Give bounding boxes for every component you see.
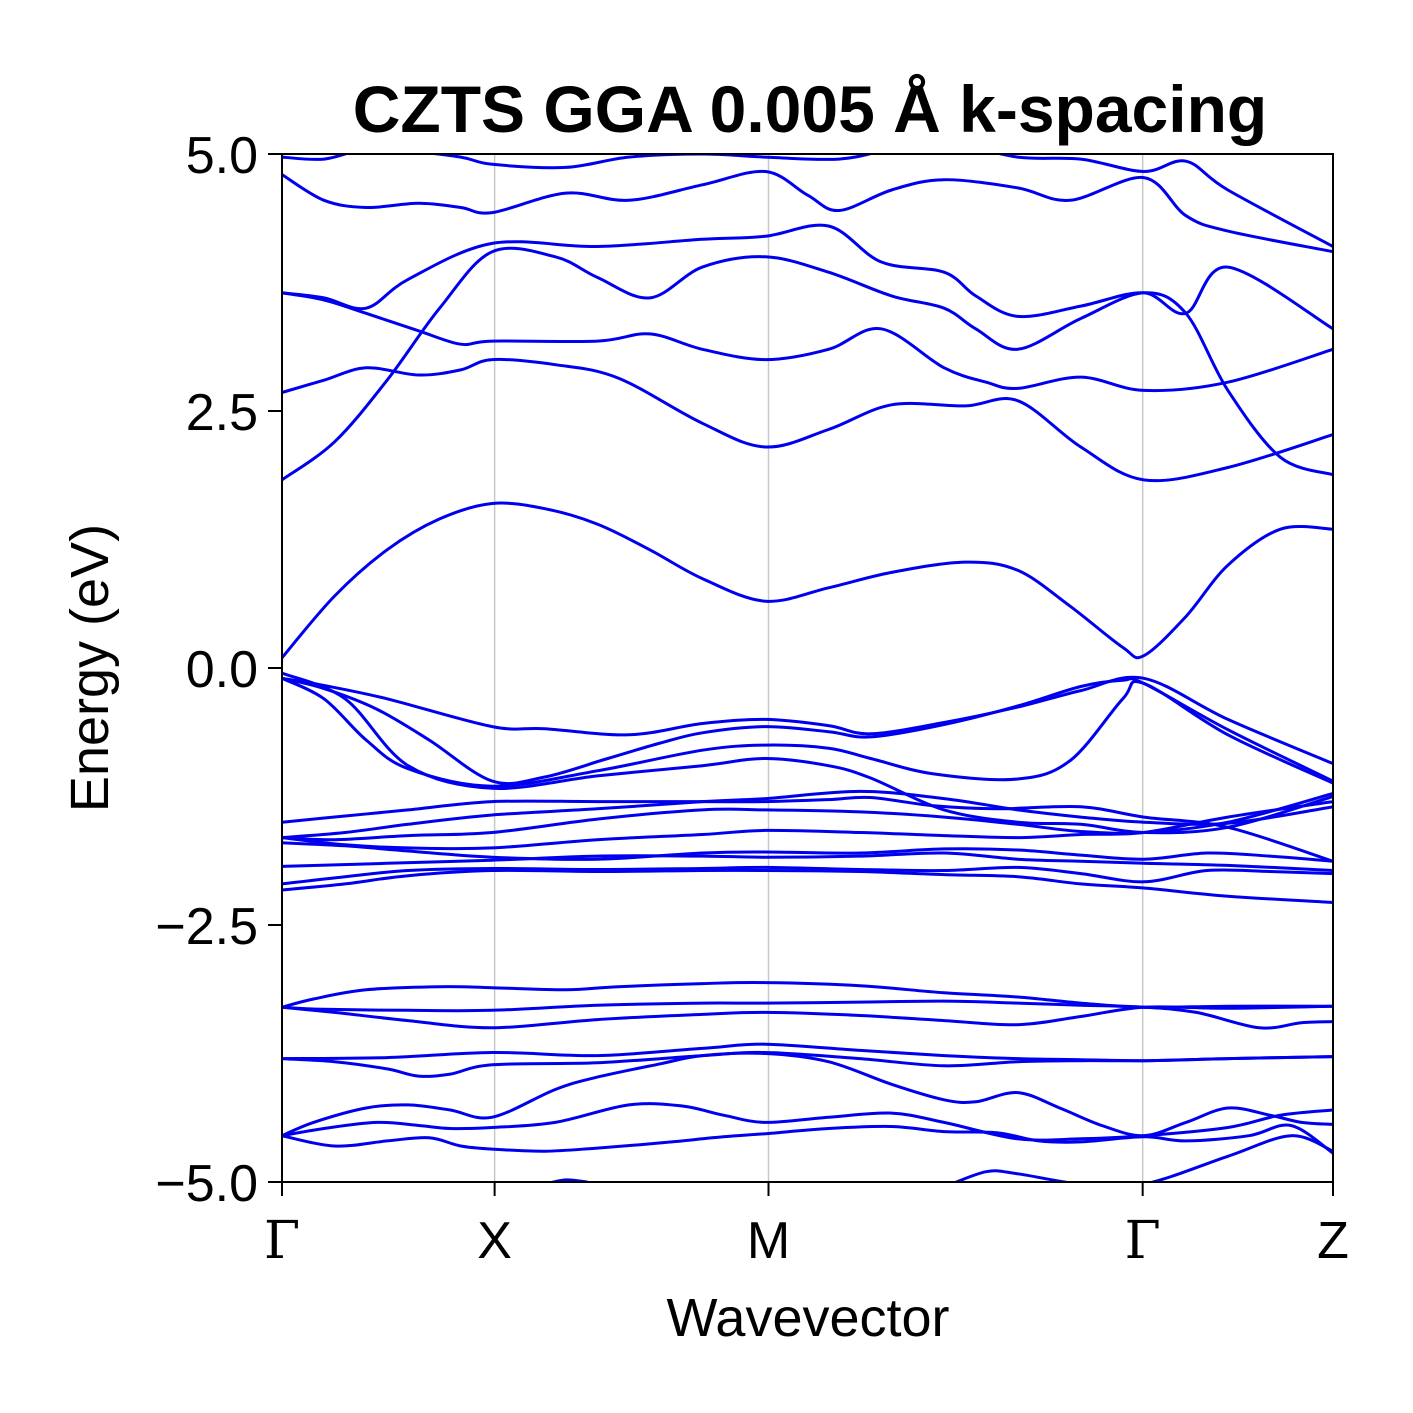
band-line-25 bbox=[282, 223, 1333, 331]
band-line-14 bbox=[282, 851, 1333, 872]
band-series bbox=[282, 154, 1333, 1182]
band-line-20 bbox=[282, 671, 1333, 835]
band-line-3 bbox=[282, 1004, 1333, 1030]
y-tick-label: 2.5 bbox=[186, 384, 258, 442]
band-line-16 bbox=[282, 868, 1333, 904]
band-line-15 bbox=[282, 865, 1333, 886]
band-line-26 bbox=[282, 169, 1333, 254]
y-tick-label: 5.0 bbox=[186, 127, 258, 185]
band-line-13 bbox=[282, 841, 1333, 863]
band-line-18 bbox=[282, 676, 1333, 786]
band-line-29 bbox=[952, 1134, 1333, 1182]
band-line-23 bbox=[282, 357, 1333, 483]
band-line-19 bbox=[282, 676, 1333, 788]
x-tick-label: Γ bbox=[1125, 1211, 1161, 1271]
band-line-24 bbox=[282, 291, 1333, 393]
y-tick-label: −2.5 bbox=[155, 898, 258, 956]
band-line-17 bbox=[282, 675, 1333, 766]
band-line-2 bbox=[282, 999, 1333, 1030]
band-line-12 bbox=[282, 795, 1333, 863]
x-tick-label: Γ bbox=[264, 1211, 300, 1271]
y-axis-label: Energy (eV) bbox=[60, 524, 120, 812]
band-line-8 bbox=[282, 1123, 1333, 1155]
kpoint-gridlines bbox=[493, 154, 1144, 1182]
band-line-6 bbox=[282, 1051, 1333, 1138]
chart-title: CZTS GGA 0.005 Å k-spacing bbox=[353, 72, 1267, 146]
band-line-22 bbox=[282, 246, 1333, 482]
y-tick-label: −5.0 bbox=[155, 1155, 258, 1213]
band-line-9 bbox=[282, 789, 1333, 840]
band-line-21 bbox=[282, 501, 1333, 660]
band-line-27 bbox=[282, 154, 1333, 248]
x-tick-label: Z bbox=[1317, 1212, 1349, 1270]
x-axis-label: Wavevector bbox=[666, 1288, 949, 1348]
x-tick-label: X bbox=[477, 1212, 512, 1270]
y-axis-ticks: −5.0 −2.5 0.0 2.5 5.0 bbox=[155, 127, 282, 1213]
y-tick-label: 0.0 bbox=[186, 641, 258, 699]
x-tick-label: M bbox=[747, 1212, 790, 1270]
